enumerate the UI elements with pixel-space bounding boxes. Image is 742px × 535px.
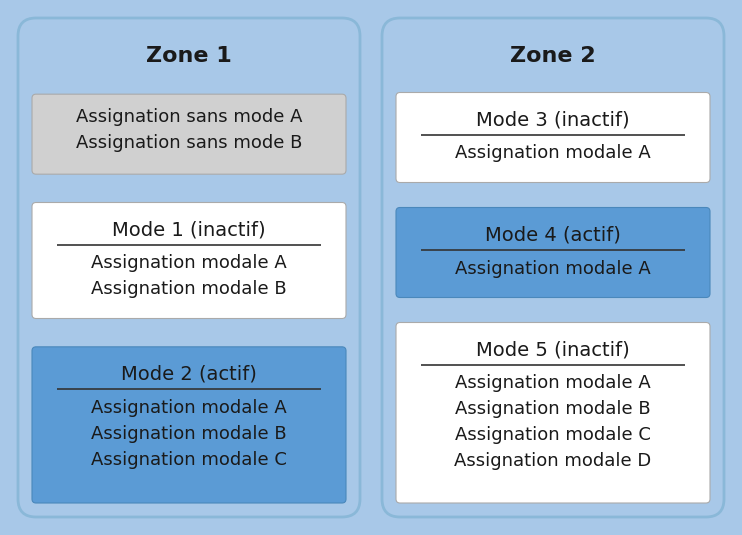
Text: Assignation modale A: Assignation modale A (455, 259, 651, 278)
Text: Assignation modale A: Assignation modale A (455, 374, 651, 393)
Text: Assignation sans mode A: Assignation sans mode A (76, 108, 302, 126)
FancyBboxPatch shape (18, 18, 360, 517)
Text: Assignation modale D: Assignation modale D (454, 453, 651, 470)
Text: Assignation modale A: Assignation modale A (91, 255, 287, 272)
Text: Mode 5 (inactif): Mode 5 (inactif) (476, 340, 630, 360)
Text: Assignation modale B: Assignation modale B (91, 280, 287, 299)
FancyBboxPatch shape (396, 208, 710, 297)
Text: Mode 2 (actif): Mode 2 (actif) (121, 365, 257, 384)
FancyBboxPatch shape (32, 94, 346, 174)
Text: Mode 1 (inactif): Mode 1 (inactif) (112, 220, 266, 240)
FancyBboxPatch shape (396, 323, 710, 503)
Text: Zone 2: Zone 2 (510, 46, 596, 66)
Text: Assignation modale C: Assignation modale C (455, 426, 651, 445)
Text: Assignation sans mode B: Assignation sans mode B (76, 134, 302, 152)
Text: Assignation modale A: Assignation modale A (455, 144, 651, 163)
FancyBboxPatch shape (32, 347, 346, 503)
Text: Zone 1: Zone 1 (146, 46, 232, 66)
Text: Assignation modale C: Assignation modale C (91, 451, 287, 469)
Text: Assignation modale B: Assignation modale B (91, 425, 287, 443)
FancyBboxPatch shape (32, 203, 346, 318)
FancyBboxPatch shape (382, 18, 724, 517)
Text: Mode 3 (inactif): Mode 3 (inactif) (476, 111, 630, 129)
FancyBboxPatch shape (396, 93, 710, 182)
Text: Assignation modale A: Assignation modale A (91, 399, 287, 417)
Text: Assignation modale B: Assignation modale B (455, 401, 651, 418)
Text: Mode 4 (actif): Mode 4 (actif) (485, 225, 621, 244)
